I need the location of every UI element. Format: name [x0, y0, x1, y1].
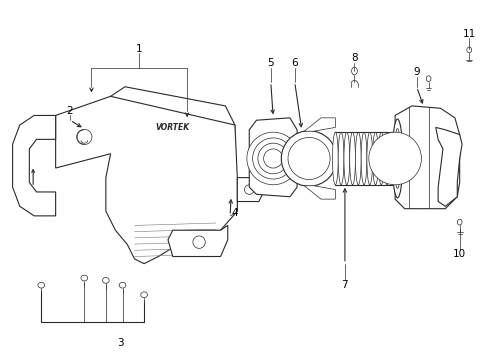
Ellipse shape	[349, 132, 355, 185]
Polygon shape	[304, 118, 335, 131]
Circle shape	[257, 143, 288, 174]
Ellipse shape	[338, 132, 343, 185]
Ellipse shape	[393, 129, 400, 188]
Ellipse shape	[378, 132, 384, 185]
Ellipse shape	[384, 132, 389, 185]
Ellipse shape	[426, 76, 430, 81]
Text: 10: 10	[452, 249, 465, 259]
Circle shape	[192, 236, 205, 248]
Circle shape	[287, 138, 329, 180]
Ellipse shape	[332, 132, 338, 185]
Circle shape	[244, 185, 254, 194]
Text: 1: 1	[136, 44, 142, 54]
Polygon shape	[249, 118, 297, 197]
Ellipse shape	[466, 47, 470, 53]
Text: 4: 4	[231, 208, 238, 219]
Text: 11: 11	[462, 29, 475, 39]
Polygon shape	[168, 225, 227, 257]
Circle shape	[77, 129, 92, 145]
Circle shape	[263, 149, 282, 168]
Ellipse shape	[361, 132, 366, 185]
Text: 3: 3	[117, 338, 123, 347]
Ellipse shape	[119, 282, 126, 288]
Ellipse shape	[343, 132, 349, 185]
Text: VORTEK: VORTEK	[155, 123, 189, 132]
Ellipse shape	[355, 132, 361, 185]
Text: 7: 7	[341, 280, 347, 290]
Ellipse shape	[366, 132, 372, 185]
Polygon shape	[394, 106, 459, 209]
Circle shape	[281, 131, 336, 186]
Circle shape	[252, 138, 293, 179]
Ellipse shape	[141, 292, 147, 298]
Circle shape	[368, 132, 421, 185]
Text: 2: 2	[66, 106, 73, 116]
Circle shape	[246, 132, 299, 185]
Ellipse shape	[81, 275, 87, 281]
Ellipse shape	[102, 278, 109, 283]
Polygon shape	[304, 186, 335, 199]
Ellipse shape	[389, 132, 395, 185]
Text: 5: 5	[267, 58, 274, 68]
Polygon shape	[13, 116, 56, 216]
Ellipse shape	[456, 219, 461, 225]
Ellipse shape	[351, 67, 357, 75]
Ellipse shape	[372, 132, 378, 185]
Text: 8: 8	[350, 53, 357, 63]
Polygon shape	[435, 127, 461, 206]
Polygon shape	[237, 177, 263, 202]
Ellipse shape	[38, 282, 44, 288]
Ellipse shape	[391, 119, 402, 198]
Polygon shape	[56, 96, 237, 264]
Polygon shape	[110, 87, 234, 168]
Text: 6: 6	[291, 58, 297, 68]
Polygon shape	[108, 177, 237, 221]
Text: 9: 9	[412, 67, 419, 77]
